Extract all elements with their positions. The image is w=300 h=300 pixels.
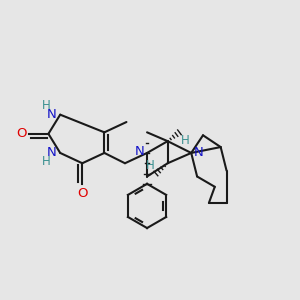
Text: N: N	[134, 145, 144, 158]
Text: N: N	[47, 108, 57, 121]
Text: H: H	[42, 99, 50, 112]
Text: H: H	[42, 155, 50, 168]
Text: H: H	[146, 159, 154, 172]
Text: O: O	[77, 187, 88, 200]
Text: N: N	[194, 146, 204, 159]
Text: N: N	[47, 146, 57, 159]
Text: O: O	[16, 127, 26, 140]
Text: H: H	[181, 134, 190, 147]
